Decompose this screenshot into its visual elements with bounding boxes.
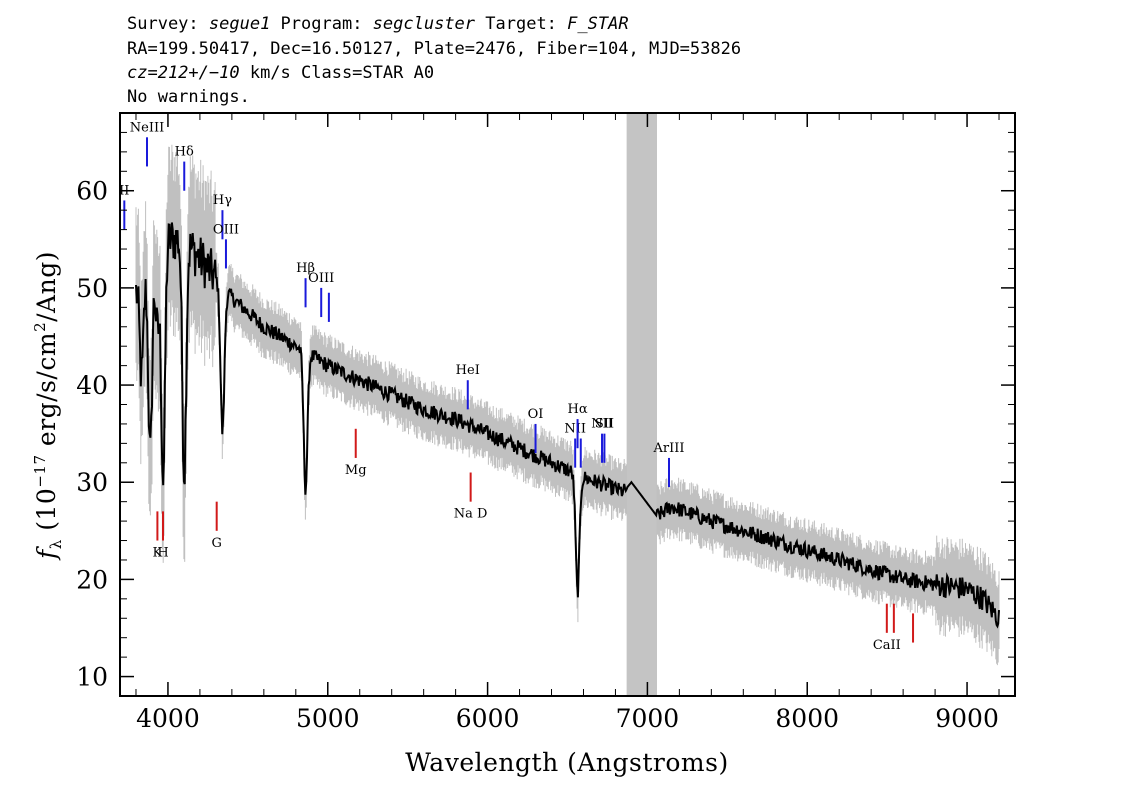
chart-header: Survey: segue1 Program: segcluster Targe… — [127, 14, 741, 107]
emission-line-label: Hα — [568, 402, 588, 417]
emission-line-label: NeIII — [130, 120, 164, 135]
x-tick-label: 4000 — [136, 704, 200, 733]
y-axis-ticks: 10 20 30 40 50 60 — [76, 131, 1015, 692]
header-line-2: RA=199.50417, Dec=16.50127, Plate=2476, … — [127, 39, 741, 59]
absorption-line-label: H — [157, 546, 168, 561]
x-axis-ticks: 4000 5000 6000 7000 8000 9000 — [135, 113, 1000, 733]
emission-line-label: ArIII — [652, 441, 684, 456]
emission-line-label: OIII — [213, 222, 239, 237]
spectrum-line — [135, 222, 1000, 629]
x-tick-label: 5000 — [296, 704, 360, 733]
x-axis-label: Wavelength (Angstroms) — [405, 748, 728, 777]
y-tick-label: 10 — [76, 663, 108, 692]
y-tick-label: 50 — [76, 274, 108, 303]
emission-line-label: HeI — [456, 363, 480, 378]
x-tick-label: 8000 — [775, 704, 839, 733]
emission-line-label: OI — [528, 407, 544, 422]
redshift-value: cz=212+/−10 — [127, 63, 240, 83]
absorption-line-label: K — [153, 546, 163, 561]
target-name: F_STAR — [567, 14, 628, 34]
absorption-line-label: CaII — [873, 638, 901, 653]
header-line-3: cz=212+/−10 km/s Class=STAR A0 — [127, 63, 434, 83]
emission-line-label: SII — [595, 417, 614, 432]
emission-line-label: OIII — [308, 271, 334, 286]
line-markers: NeIIIHδHγOIIIHβOIIIHeIOINIIHαNIISIIArIII… — [119, 120, 915, 653]
y-tick-label: 40 — [76, 371, 108, 400]
y-tick-label: 20 — [76, 565, 108, 594]
absorption-line-label: Na D — [454, 507, 488, 522]
emission-line-label: NII — [564, 422, 586, 437]
y-axis-label: fλ (10−17 erg/s/cm2/Ang) — [31, 251, 65, 561]
header-line-4: No warnings. — [127, 87, 250, 107]
x-tick-label: 6000 — [456, 704, 520, 733]
x-tick-label: 9000 — [935, 704, 999, 733]
emission-line-label: Hβ — [296, 261, 315, 276]
x-tick-label: 7000 — [616, 704, 680, 733]
absorption-line-label: Mg — [345, 463, 367, 478]
absorption-line-label: G — [211, 536, 221, 551]
emission-line-label: Hδ — [175, 145, 194, 160]
survey-name: segue1 — [209, 14, 270, 34]
emission-line-label: Hγ — [213, 193, 232, 208]
emission-line-label: NII — [591, 417, 613, 432]
y-tick-label: 30 — [76, 468, 108, 497]
masked-region — [626, 113, 657, 696]
header-line-1: Survey: segue1 Program: segcluster Targe… — [127, 14, 629, 34]
program-name: segcluster — [373, 14, 476, 34]
y-tick-label: 60 — [76, 177, 108, 206]
